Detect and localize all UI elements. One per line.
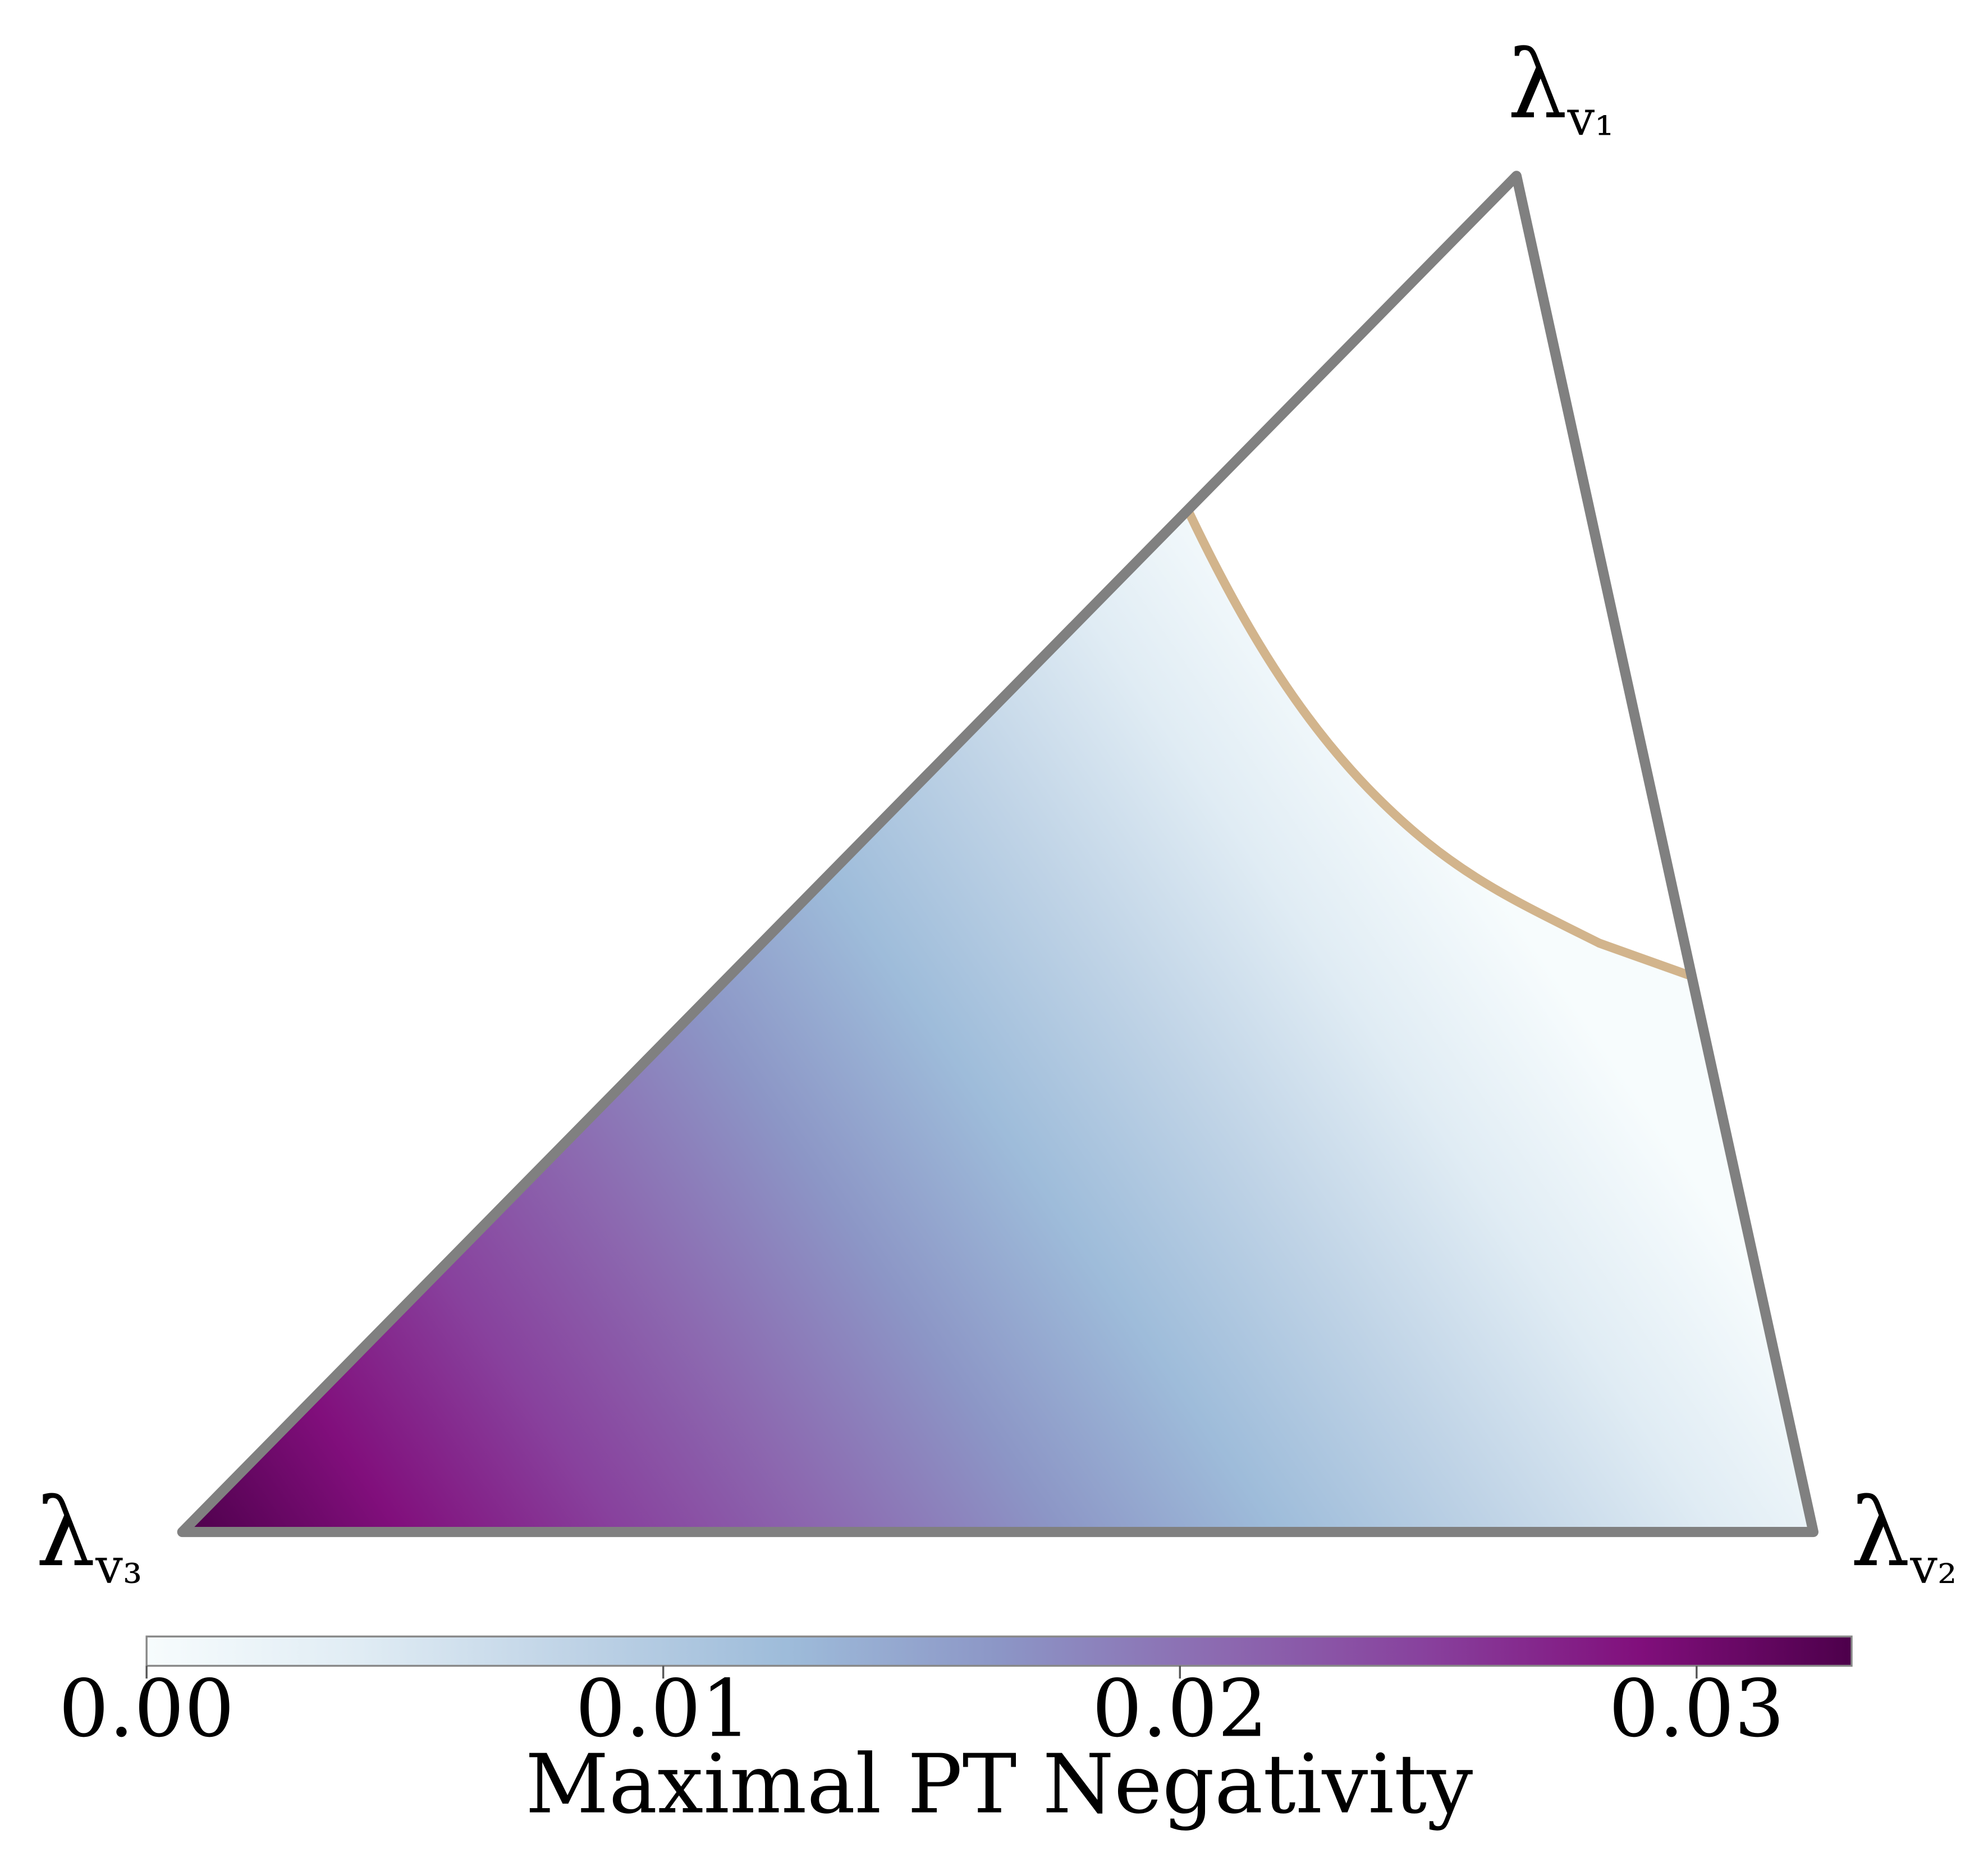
boundary-curve: [1185, 510, 1691, 980]
zero-region: [1189, 176, 1689, 975]
colorbar-tick-label: 0.03: [1609, 1663, 1784, 1755]
vertex-subscript: v₃: [95, 1539, 142, 1595]
vertex-label: λv₁: [1508, 30, 1614, 147]
triangle-edge: [177, 171, 1818, 1538]
colorbar: [145, 1635, 1853, 1667]
vertex-subscript: v₂: [1909, 1539, 1957, 1595]
vertex-label: λv₃: [36, 1477, 143, 1595]
colorbar-tick-label: 0.01: [575, 1663, 751, 1755]
colorbar-tick-label: 0.02: [1092, 1663, 1268, 1755]
vertex-label: λv₂: [1850, 1477, 1957, 1595]
vertex-symbol: λ: [1850, 1477, 1910, 1588]
vertex-subscript: v₁: [1566, 91, 1614, 147]
vertex-symbol: λ: [1508, 30, 1567, 140]
colorbar-tick-label: 0.00: [58, 1663, 234, 1755]
vertex-symbol: λ: [36, 1477, 95, 1588]
colorbar-label: Maximal PT Negativity: [525, 1737, 1473, 1832]
